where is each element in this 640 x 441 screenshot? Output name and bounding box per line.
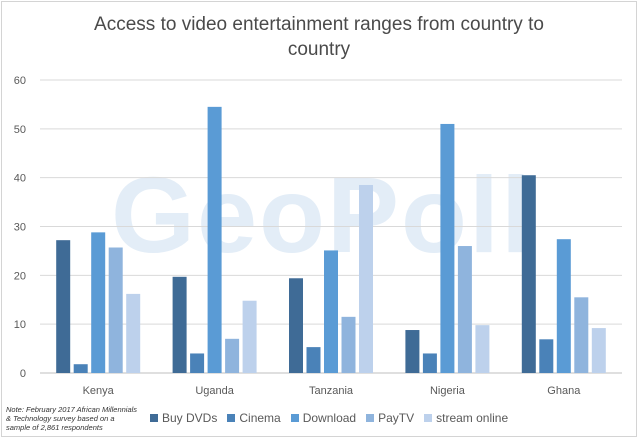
y-tick-label: 0 (20, 368, 26, 380)
x-tick-label: Tanzania (309, 385, 354, 397)
legend-swatch (290, 414, 299, 422)
bar (521, 175, 536, 373)
legend: Buy DVDs Cinema Download PayTV stream online (150, 411, 508, 425)
legend-label: Buy DVDs (162, 411, 218, 425)
x-tick-label: Nigeria (430, 385, 466, 397)
y-tick-label: 50 (14, 124, 26, 136)
x-tick-label: Kenya (83, 385, 115, 397)
legend-label: Download (302, 411, 357, 425)
bar (306, 347, 321, 373)
bar (440, 123, 455, 373)
bar (172, 276, 187, 373)
y-tick-label: 20 (14, 270, 26, 282)
legend-label: Cinema (239, 411, 281, 425)
bar (190, 353, 205, 373)
bar (457, 246, 472, 373)
bar (475, 325, 490, 373)
bar (73, 364, 88, 373)
bar (108, 247, 123, 373)
bar (56, 240, 71, 373)
legend-item: PayTV (366, 411, 414, 425)
legend-swatch (366, 414, 375, 422)
bar (359, 184, 373, 373)
bar (422, 353, 437, 373)
bar (341, 316, 356, 373)
chart-title: Access to video entertainment ranges fro… (94, 14, 544, 60)
bar (91, 232, 106, 373)
x-tick-label: Uganda (195, 385, 234, 397)
x-tick-label: Ghana (547, 385, 581, 397)
y-tick-label: 30 (14, 222, 26, 234)
bar (539, 339, 554, 373)
bar (225, 338, 240, 373)
legend-swatch (150, 414, 158, 422)
legend-item: Download (290, 411, 357, 425)
y-tick-label: 60 (14, 75, 26, 87)
bar (324, 250, 338, 373)
bar (126, 293, 141, 373)
bar (242, 300, 257, 373)
y-tick-label: 40 (14, 173, 26, 185)
legend-item: stream online (424, 411, 508, 425)
legend-item: Buy DVDs (150, 411, 217, 425)
legend-swatch (227, 414, 236, 422)
bar (207, 106, 222, 373)
bar (574, 297, 589, 373)
legend-item: Cinema (227, 411, 281, 425)
bar (289, 278, 303, 373)
bar (405, 330, 420, 373)
bar (556, 239, 571, 373)
legend-swatch (424, 414, 433, 422)
legend-label: PayTV (378, 411, 415, 425)
y-tick-label: 10 (14, 319, 26, 331)
bar (591, 328, 606, 373)
legend-label: stream online (436, 411, 509, 425)
survey-note: Note: February 2017 African Millennials … (6, 405, 138, 432)
